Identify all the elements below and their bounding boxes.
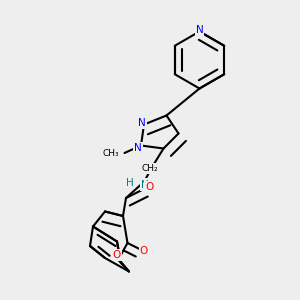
Text: O: O — [145, 182, 154, 193]
Text: N: N — [196, 25, 203, 35]
Text: H: H — [126, 178, 134, 188]
Text: N: N — [138, 118, 146, 128]
Text: CH₂: CH₂ — [142, 164, 158, 173]
Text: CH₃: CH₃ — [103, 148, 119, 158]
Text: O: O — [113, 250, 121, 260]
Text: N: N — [141, 179, 149, 190]
Text: O: O — [140, 246, 148, 256]
Text: N: N — [134, 143, 142, 153]
